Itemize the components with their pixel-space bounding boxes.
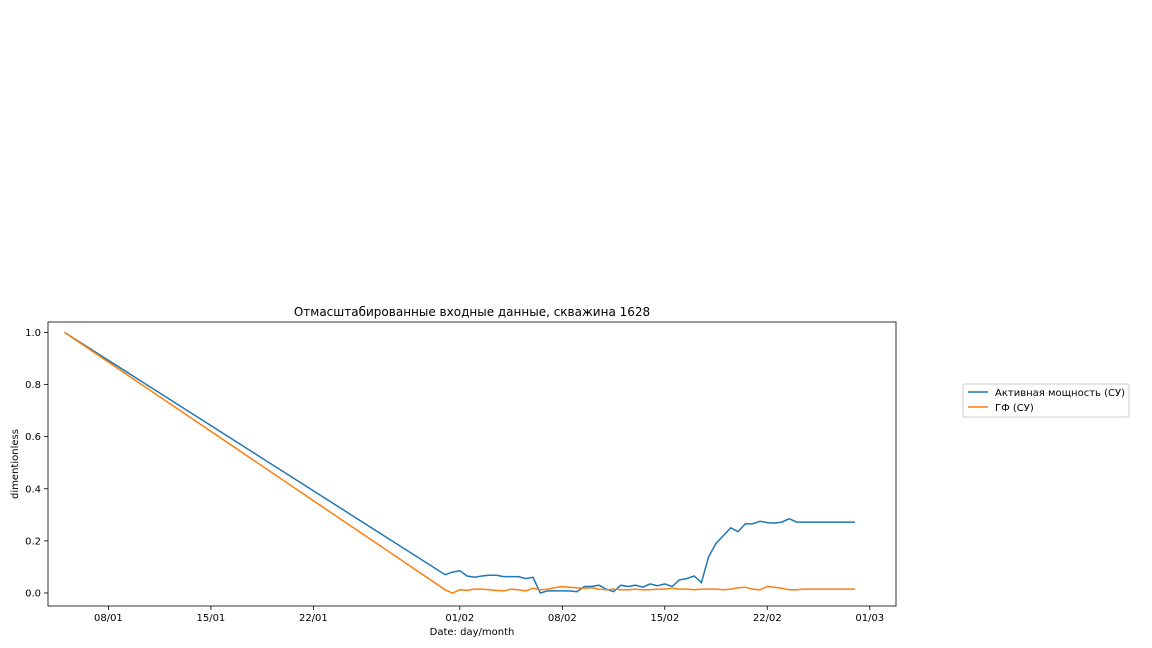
x-tick-label: 08/01: [94, 613, 123, 624]
y-tick-label: 0.4: [25, 484, 41, 495]
x-tick-label: 22/02: [753, 613, 782, 624]
y-tick-label: 1.0: [25, 328, 41, 339]
x-tick-label: 15/02: [650, 613, 679, 624]
x-axis-label: Date: day/month: [430, 627, 515, 638]
x-tick-label: 01/03: [855, 613, 884, 624]
series-line-active-power: [64, 331, 856, 594]
y-tick-label: 0.0: [25, 588, 41, 599]
y-tick-label: 0.6: [25, 432, 41, 443]
y-axis: 0.0 0.2 0.4 0.6 0.8 1.0: [25, 328, 48, 599]
legend-label-active-power: Активная мощность (СУ): [995, 388, 1125, 399]
plot-area: [64, 331, 856, 594]
legend-box: [962, 383, 1130, 418]
chart-title: Отмасштабированные входные данные, скваж…: [294, 305, 650, 319]
legend: Активная мощность (СУ) ГФ (СУ): [962, 383, 1130, 418]
plot-frame: [47, 321, 897, 607]
x-tick-label: 08/02: [548, 613, 577, 624]
x-axis: 08/01 15/01 22/01 01/02 08/02 15/02 22/02 01/03: [94, 606, 884, 624]
y-axis-label: dimentionless: [10, 429, 21, 499]
x-tick-label: 01/02: [445, 613, 474, 624]
series-line-gf: [64, 331, 856, 594]
legend-label-gf: ГФ (СУ): [995, 403, 1034, 414]
x-tick-label: 22/01: [299, 613, 328, 624]
x-tick-label: 15/01: [196, 613, 225, 624]
y-tick-label: 0.8: [25, 380, 41, 391]
y-tick-label: 0.2: [25, 536, 41, 547]
